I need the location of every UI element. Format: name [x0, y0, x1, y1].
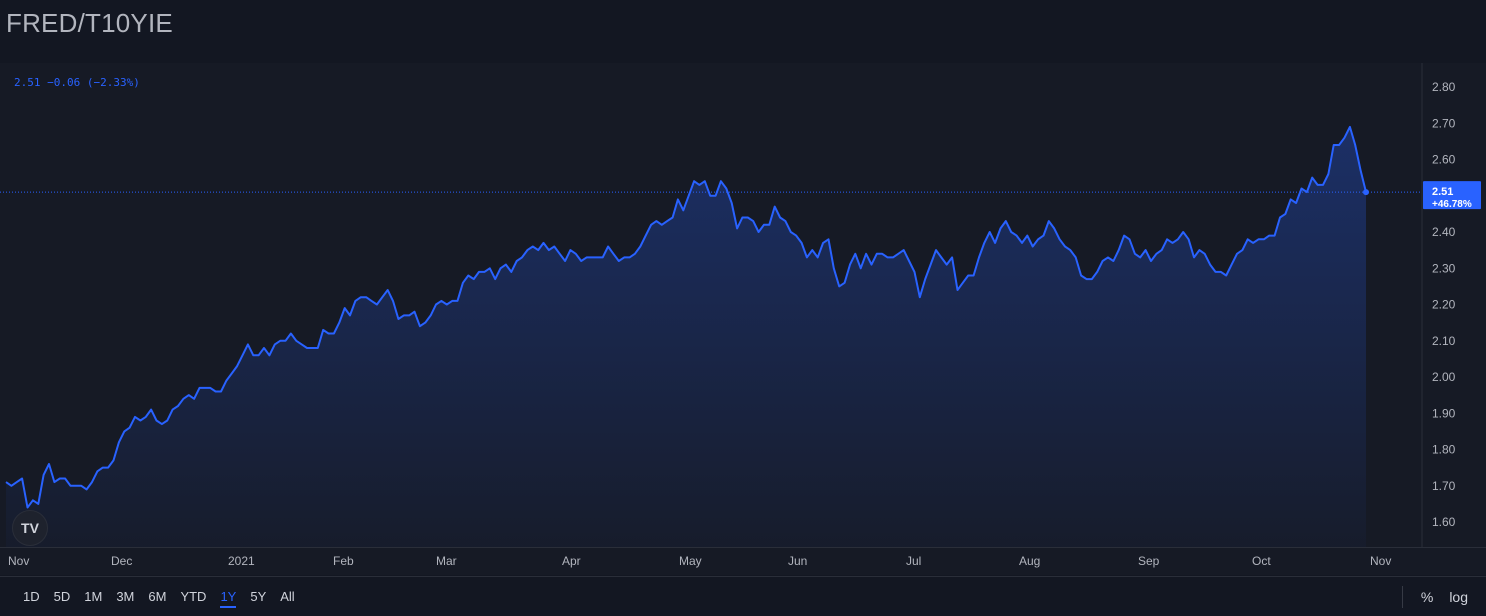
chart-area[interactable]: 1.601.701.801.902.002.102.202.302.402.50… [0, 63, 1486, 575]
price-tag [1423, 181, 1481, 210]
y-tick-label: 1.90 [1432, 406, 1456, 420]
range-button-5d[interactable]: 5D [53, 589, 71, 604]
x-tick-label: Feb [333, 554, 354, 568]
y-tick-label: 2.10 [1432, 334, 1456, 348]
y-tick-label: 2.80 [1432, 80, 1456, 94]
time-range-selector: 1D 5D 1M 3M 6M YTD 1Y 5Y All [16, 577, 302, 616]
price-tag-change: +46.78% [1432, 199, 1472, 210]
x-tick-label: Nov [1370, 554, 1391, 568]
y-tick-label: 2.30 [1432, 261, 1456, 275]
range-button-ytd[interactable]: YTD [180, 589, 207, 604]
x-tick-label: Jul [906, 554, 921, 568]
y-tick-label: 2.20 [1432, 298, 1456, 312]
range-button-1d[interactable]: 1D [23, 589, 40, 604]
series-line [5, 125, 1367, 509]
x-tick-label: Sep [1138, 554, 1160, 568]
price-legend: 2.51 −0.06 (−2.33%) [14, 76, 140, 89]
y-tick-label: 1.60 [1432, 515, 1456, 529]
bottom-toolbar: 1D 5D 1M 3M 6M YTD 1Y 5Y All % log [0, 576, 1486, 616]
range-button-3m[interactable]: 3M [116, 589, 135, 604]
price-tag-value: 2.51 [1432, 186, 1453, 198]
x-tick-label: Aug [1019, 554, 1040, 568]
tradingview-logo[interactable]: TV [12, 510, 48, 546]
log-scale-button[interactable]: log [1449, 588, 1468, 605]
symbol-title: FRED/T10YIE [6, 8, 173, 38]
percent-scale-button[interactable]: % [1420, 588, 1434, 605]
x-tick-label: Nov [8, 554, 29, 568]
price-chart[interactable]: 1.601.701.801.902.002.102.202.302.402.50… [0, 63, 1486, 575]
x-tick-label: Apr [562, 554, 581, 568]
x-tick-label: Mar [436, 554, 457, 568]
toolbar-divider [1401, 585, 1403, 608]
scale-tools: % log [1401, 577, 1476, 616]
x-tick-label: May [679, 554, 702, 568]
y-tick-label: 2.60 [1432, 153, 1456, 167]
range-button-6m[interactable]: 6M [148, 589, 167, 604]
range-button-all[interactable]: All [280, 589, 295, 604]
x-tick-label: Jun [788, 554, 807, 568]
y-tick-label: 1.80 [1432, 443, 1456, 457]
range-button-1y[interactable]: 1Y [213, 577, 243, 616]
y-tick-label: 2.00 [1432, 370, 1456, 384]
y-tick-label: 2.40 [1432, 225, 1456, 239]
x-tick-label: 2021 [228, 554, 255, 568]
range-button-5y[interactable]: 5Y [250, 589, 267, 604]
series-area-fill [6, 126, 1366, 548]
x-tick-label: Dec [111, 554, 132, 568]
y-tick-label: 2.70 [1432, 116, 1456, 130]
range-button-1m[interactable]: 1M [84, 589, 103, 604]
last-point-marker [1363, 189, 1369, 196]
x-tick-label: Oct [1252, 554, 1271, 568]
y-tick-label: 1.70 [1432, 479, 1456, 493]
